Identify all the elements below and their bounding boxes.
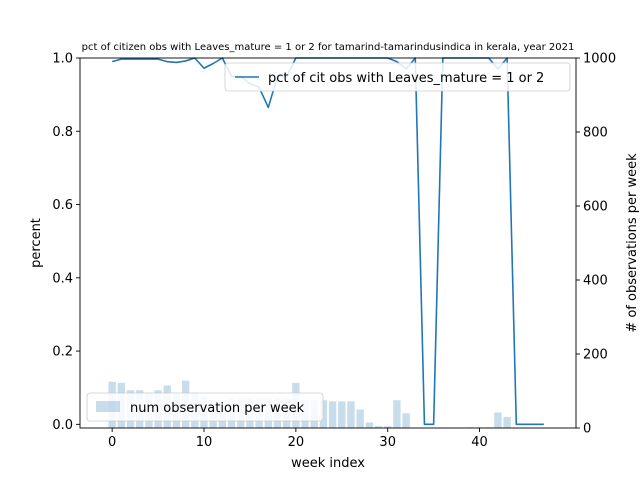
bar-week-25 [338, 401, 346, 428]
bar-week-28 [365, 422, 374, 428]
y-right-tick-label: 600 [583, 200, 608, 215]
y-right-tick-label: 400 [583, 274, 608, 289]
y-axis-label-left: percent [29, 218, 44, 268]
y-right-tick-label: 200 [583, 348, 608, 363]
plot-frame [79, 57, 577, 429]
y-left-tick-label: 1.0 [52, 52, 73, 67]
bar-week-26 [347, 401, 355, 428]
y-axis-right: 0 200 400 600 800 1000 [576, 52, 616, 437]
legend-bars-box [86, 392, 324, 422]
legend-line-label: pct of cit obs with Leaves_mature = 1 or… [268, 71, 544, 86]
x-tick-label: 0 [108, 435, 116, 450]
x-tick-label: 10 [196, 435, 213, 450]
x-tick-label: 40 [471, 435, 488, 450]
bar-week-31 [393, 400, 401, 428]
y-axis-left: 0.0 0.2 0.4 0.6 0.8 1.0 [52, 52, 80, 433]
y-right-tick-label: 1000 [583, 52, 616, 67]
legend-bars-label: num observation per week [130, 401, 305, 416]
bar-week-32 [402, 413, 410, 428]
bar-week-27 [356, 409, 364, 428]
y-left-tick-label: 0.2 [52, 345, 73, 360]
bar-week-30 [384, 426, 392, 428]
x-axis: 0 10 20 30 40 [108, 428, 488, 450]
legend-line: pct of cit obs with Leaves_mature = 1 or… [224, 62, 571, 92]
bar-week-24 [328, 401, 337, 428]
y-right-tick-label: 0 [583, 422, 591, 437]
x-tick-label: 20 [288, 435, 305, 450]
bar-week-29 [374, 426, 383, 428]
bar-week-42 [494, 412, 502, 428]
legend-bars: num observation per week [86, 392, 324, 422]
y-right-tick-label: 800 [583, 126, 608, 141]
y-left-tick-label: 0.6 [52, 198, 73, 213]
x-axis-label: week index [291, 456, 365, 471]
y-axis-label-right: # of observations per week [625, 153, 640, 333]
y-left-tick-label: 0.0 [52, 418, 73, 433]
bar-week-23 [319, 400, 328, 428]
y-left-tick-label: 0.8 [52, 125, 73, 140]
legend-line-box [224, 62, 571, 92]
legend-bars-swatch [96, 401, 120, 412]
y-left-tick-label: 0.4 [52, 271, 73, 286]
bar-week-43 [503, 416, 511, 428]
x-tick-label: 30 [379, 435, 396, 450]
chart-title: pct of citizen obs with Leaves_mature = … [82, 42, 575, 53]
